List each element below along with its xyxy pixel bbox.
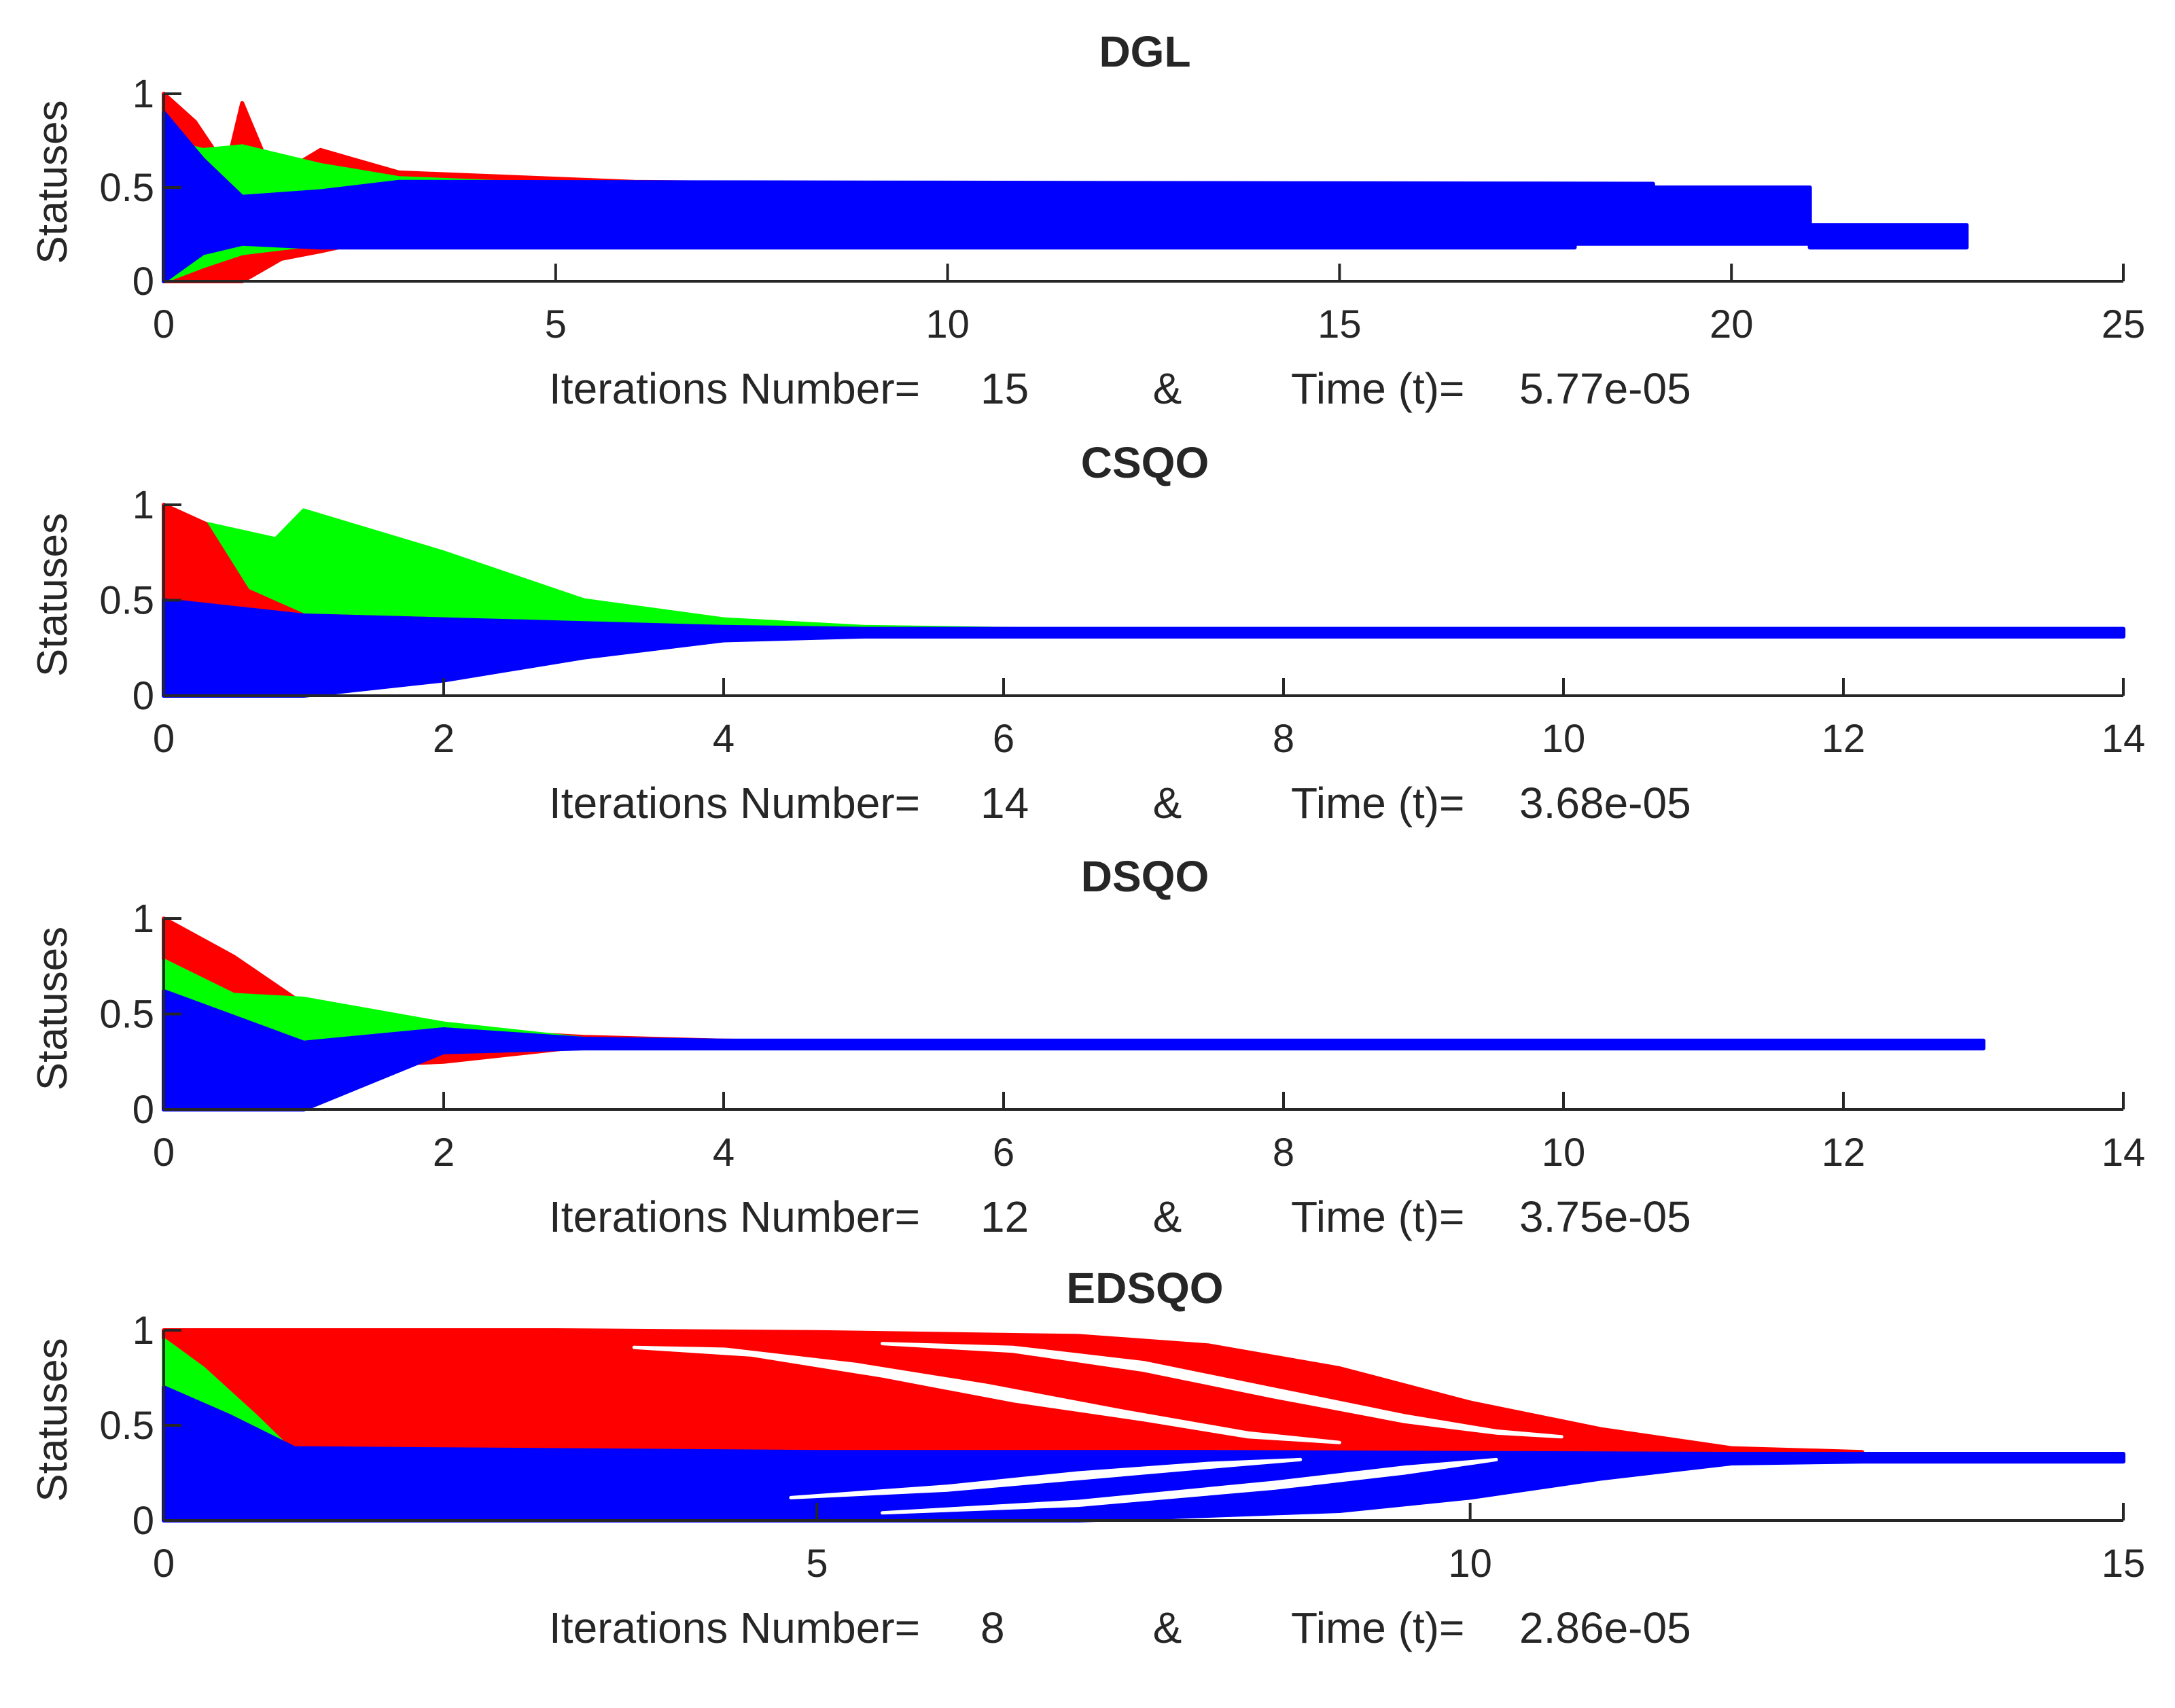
caption-ampersand: &	[1153, 779, 1182, 828]
time-label: Time (t)=	[1291, 364, 1464, 413]
y-tick-label: 0	[132, 260, 154, 304]
x-tick-label: 12	[1822, 1131, 1866, 1175]
x-tick-label: 6	[993, 1131, 1014, 1175]
chart-panel-dsqo: 0 2 4 6 8 10 12 14 0 0.5 1 DSQO Statuses Iterations N…	[29, 852, 2145, 1241]
y-tick-label: 0.5	[99, 579, 154, 623]
iterations-value: 8	[980, 1603, 1005, 1652]
y-tick-label: 1	[132, 72, 154, 116]
iterations-label: Iterations Number=	[549, 779, 920, 828]
series-blue-gap-1	[881, 1457, 1498, 1515]
x-tick-label: 2	[433, 717, 455, 761]
time-value: 3.75e-05	[1519, 1192, 1691, 1241]
x-tick-label: 5	[545, 302, 567, 346]
series-blue-gap-0	[789, 1457, 1303, 1499]
time-value: 3.68e-05	[1519, 779, 1691, 828]
y-tick-label: 0	[132, 1499, 154, 1543]
x-tick-label: 4	[713, 1131, 735, 1175]
chart-title: DGL	[1099, 27, 1190, 76]
y-tick-label: 1	[132, 897, 154, 941]
iterations-label: Iterations Number=	[549, 1603, 920, 1652]
x-tick-label: 10	[1542, 1131, 1586, 1175]
series-red-gap-1	[881, 1342, 1563, 1439]
x-tick-label: 10	[925, 302, 970, 346]
x-tick-label: 6	[993, 717, 1014, 761]
y-tick-label: 1	[132, 1309, 154, 1353]
x-tick-label: 15	[1318, 302, 1362, 346]
x-tick-label: 5	[806, 1542, 828, 1586]
x-tick-label: 15	[2102, 1542, 2146, 1586]
caption-ampersand: &	[1153, 1603, 1182, 1652]
x-tick-label: 0	[153, 1131, 175, 1175]
time-value: 5.77e-05	[1519, 364, 1691, 413]
series-blue-band-0	[162, 110, 1969, 283]
x-tick-label: 20	[1710, 302, 1754, 346]
y-axis-label: Statuses	[29, 513, 76, 677]
chart-panel-edsqo: 0 5 10 15 0 0.5 1 EDSQO Statuses Iterations Numbe…	[29, 1264, 2145, 1652]
x-tick-label: 8	[1273, 717, 1294, 761]
x-tick-label: 8	[1273, 1131, 1294, 1175]
x-tick-label: 10	[1542, 717, 1586, 761]
time-label: Time (t)=	[1291, 1192, 1464, 1241]
y-tick-label: 0.5	[99, 1404, 154, 1448]
iterations-label: Iterations Number=	[549, 1192, 920, 1241]
time-label: Time (t)=	[1291, 1603, 1464, 1652]
y-axis-label: Statuses	[29, 1338, 76, 1501]
x-tick-label: 10	[1448, 1542, 1492, 1586]
x-tick-label: 0	[153, 302, 175, 346]
x-tick-label: 4	[713, 717, 735, 761]
chart-title: EDSQO	[1066, 1264, 1223, 1313]
caption-ampersand: &	[1153, 364, 1182, 413]
iterations-value: 14	[980, 779, 1029, 828]
x-tick-label: 14	[2102, 1131, 2146, 1175]
x-tick-label: 2	[433, 1131, 455, 1175]
chart-title: DSQO	[1081, 852, 1209, 901]
series-blue-band-0	[162, 598, 2125, 698]
y-tick-label: 1	[132, 483, 154, 527]
y-tick-label: 0	[132, 674, 154, 718]
x-tick-label: 0	[153, 1542, 175, 1586]
iterations-value: 12	[980, 1192, 1029, 1241]
x-tick-label: 12	[1822, 717, 1866, 761]
caption-ampersand: &	[1153, 1192, 1182, 1241]
y-tick-label: 0.5	[99, 166, 154, 210]
x-tick-label: 25	[2102, 302, 2146, 346]
x-tick-label: 0	[153, 717, 175, 761]
y-axis-label: Statuses	[29, 927, 76, 1090]
x-tick-label: 14	[2102, 717, 2146, 761]
y-tick-label: 0	[132, 1088, 154, 1132]
series-blue-band-0	[162, 989, 1985, 1111]
iterations-value: 15	[980, 364, 1029, 413]
chart-title: CSQO	[1081, 438, 1209, 487]
y-axis-label: Statuses	[29, 100, 76, 264]
chart-panel-csqo: 0 2 4 6 8 10 12 14 0 0.5 1 CSQO Statuses Iterations N…	[29, 438, 2145, 828]
iterations-label: Iterations Number=	[549, 364, 920, 413]
time-label: Time (t)=	[1291, 779, 1464, 828]
time-value: 2.86e-05	[1519, 1603, 1691, 1652]
y-tick-label: 0.5	[99, 993, 154, 1037]
series-red-gap-0	[632, 1345, 1341, 1444]
